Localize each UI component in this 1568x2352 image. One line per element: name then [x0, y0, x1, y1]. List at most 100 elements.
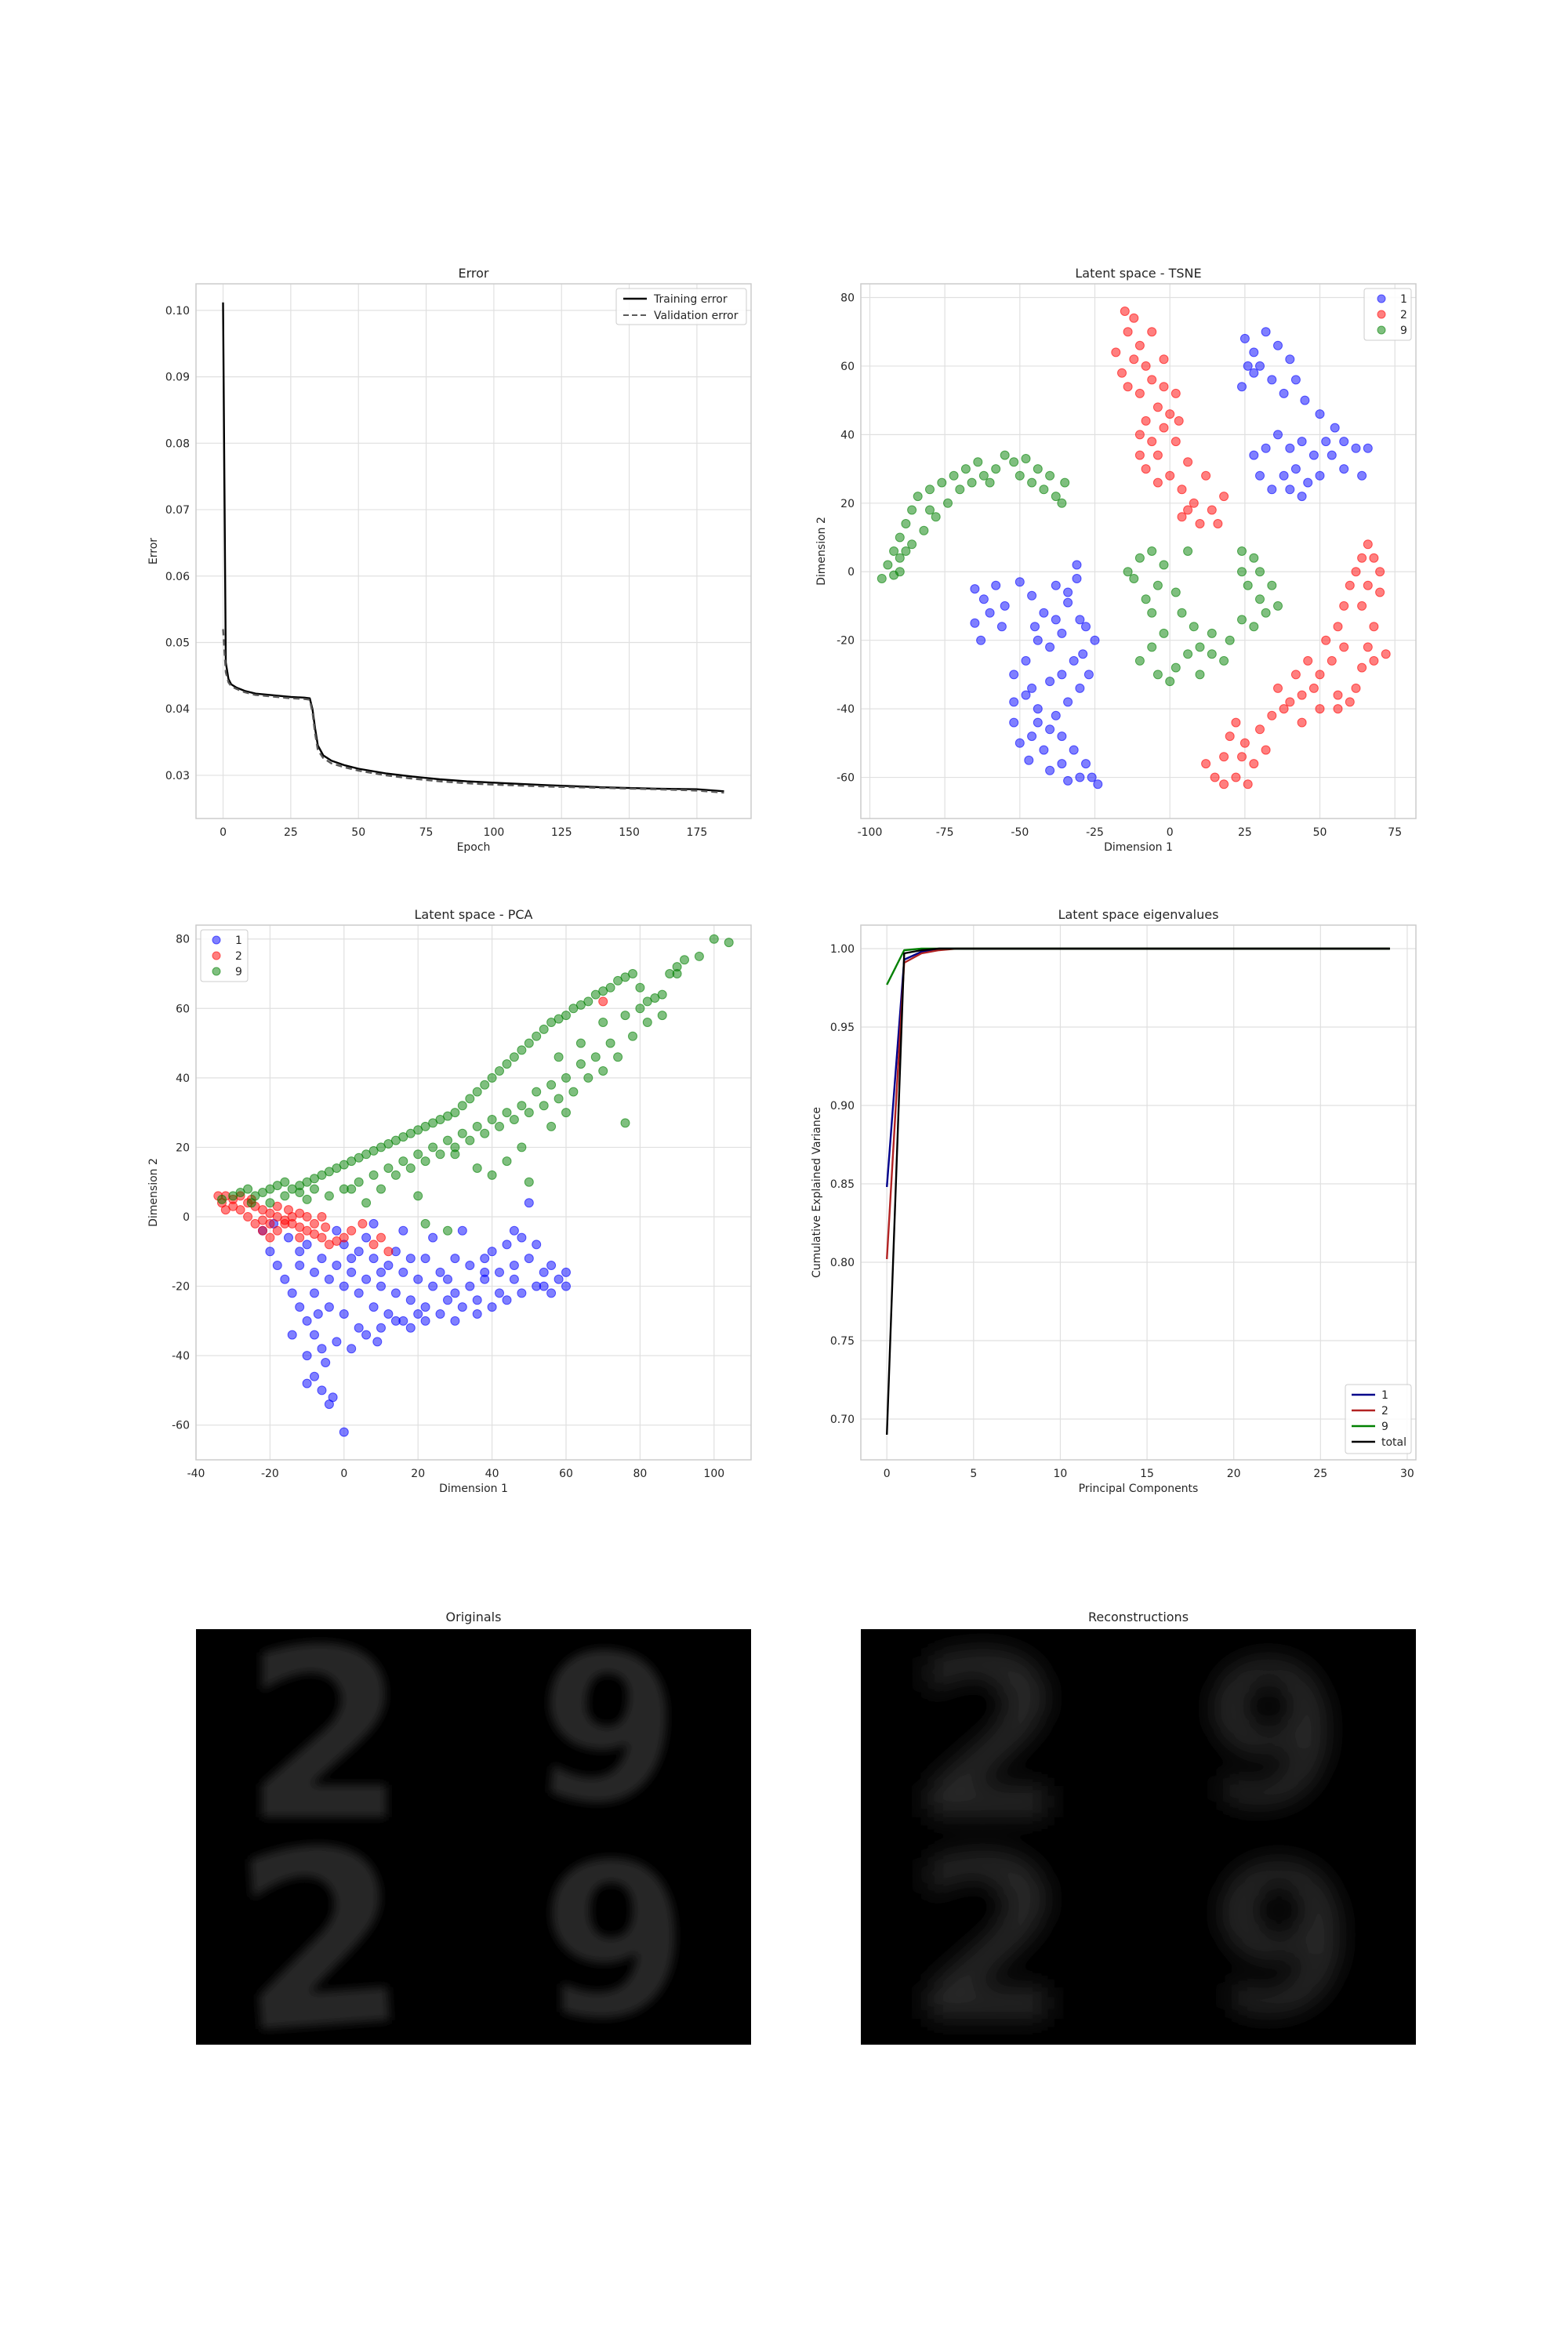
tsne-point-series-2 — [1060, 477, 1070, 488]
pca-point-series-0 — [295, 1302, 305, 1312]
pca-point-series-2 — [517, 1142, 527, 1152]
tsne-point-series-2 — [1123, 567, 1133, 577]
pca-y-axis-label: Dimension 2 — [147, 1158, 160, 1227]
tsne-point-series-0 — [1285, 485, 1295, 495]
pca-point-series-0 — [332, 1225, 342, 1236]
pca-point-series-2 — [517, 1045, 527, 1055]
tsne-point-series-2 — [901, 519, 911, 528]
originals-panel: Originals 2 9 2 9 — [196, 1610, 751, 2045]
tsne-point-series-0 — [970, 618, 980, 628]
pca-point-series-2 — [450, 1108, 460, 1118]
eigen-y-tick-label: 1.00 — [830, 943, 855, 956]
tsne-point-series-2 — [1159, 560, 1169, 570]
pca-point-series-1 — [321, 1222, 331, 1232]
reconstructions-title: Reconstructions — [1088, 1610, 1189, 1624]
tsne-point-series-0 — [976, 635, 986, 645]
tsne-point-series-2 — [943, 498, 953, 508]
tsne-point-series-1 — [1315, 670, 1325, 680]
tsne-point-series-1 — [1134, 450, 1145, 460]
tsne-point-series-1 — [1201, 759, 1211, 769]
pca-legend-marker-1 — [212, 935, 221, 945]
pca-point-series-0 — [413, 1309, 423, 1319]
eigen-x-tick-label: 10 — [1054, 1468, 1068, 1480]
tsne-point-series-1 — [1363, 539, 1373, 550]
pca-point-series-0 — [465, 1281, 475, 1291]
pca-point-series-0 — [450, 1254, 460, 1264]
pca-point-series-2 — [635, 982, 645, 993]
tsne-point-series-1 — [1363, 580, 1373, 590]
pca-point-series-2 — [517, 1101, 527, 1111]
tsne-point-series-2 — [985, 477, 995, 488]
eigen-y-tick-label: 0.80 — [830, 1257, 855, 1269]
tsne-point-series-1 — [1345, 580, 1355, 590]
tsne-point-series-1 — [1195, 519, 1205, 528]
tsne-point-series-0 — [1321, 437, 1331, 447]
pca-point-series-0 — [390, 1288, 401, 1298]
tsne-point-series-0 — [1027, 590, 1037, 601]
pca-point-series-2 — [546, 1080, 557, 1090]
tsne-point-series-1 — [1210, 772, 1220, 782]
tsne-point-series-2 — [1219, 655, 1229, 666]
pca-point-series-1 — [358, 1218, 368, 1229]
originals-image-background — [196, 1629, 751, 2045]
pca-point-series-2 — [324, 1191, 334, 1201]
pca-point-series-2 — [680, 955, 689, 965]
pca-point-series-2 — [310, 1184, 319, 1194]
tsne-point-series-0 — [1297, 492, 1307, 502]
tsne-point-series-0 — [1087, 772, 1097, 782]
tsne-point-series-1 — [1219, 752, 1229, 762]
tsne-point-series-2 — [1152, 580, 1163, 590]
tsne-point-series-1 — [1225, 731, 1235, 742]
tsne-point-series-0 — [1033, 717, 1043, 728]
pca-point-series-0 — [561, 1267, 571, 1277]
pca-point-series-2 — [605, 1038, 615, 1048]
tsne-point-series-0 — [1063, 775, 1073, 786]
tsne-point-series-0 — [970, 584, 980, 594]
pca-point-series-1 — [383, 1247, 394, 1257]
pca-point-series-2 — [420, 1156, 430, 1167]
error-y-tick-label: 0.04 — [165, 703, 190, 716]
pca-point-series-2 — [405, 1163, 416, 1173]
pca-point-series-1 — [317, 1212, 327, 1221]
pca-point-series-0 — [347, 1254, 357, 1264]
pca-point-series-0 — [405, 1295, 416, 1305]
tsne-point-series-1 — [1231, 717, 1241, 728]
pca-point-series-0 — [472, 1309, 482, 1319]
error-legend-box — [615, 288, 747, 325]
tsne-point-series-0 — [1083, 670, 1094, 680]
pca-point-series-0 — [265, 1247, 275, 1257]
tsne-point-series-1 — [1141, 361, 1151, 371]
tsne-point-series-1 — [1249, 759, 1259, 769]
pca-point-series-2 — [657, 989, 667, 1000]
pca-point-series-1 — [310, 1229, 319, 1240]
pca-point-series-0 — [539, 1281, 549, 1291]
reconstructions-digit-bottom-right: 9 — [1211, 1823, 1353, 2060]
tsne-point-series-2 — [1057, 498, 1067, 508]
error-x-tick-label: 0 — [220, 826, 227, 839]
tsne-point-series-2 — [1159, 628, 1169, 638]
tsne-point-series-0 — [1027, 731, 1037, 742]
tsne-point-series-0 — [1057, 628, 1067, 638]
tsne-x-axis-label: Dimension 1 — [1104, 841, 1173, 854]
pca-point-series-1 — [376, 1232, 386, 1243]
tsne-point-series-0 — [1363, 443, 1373, 453]
pca-point-series-2 — [265, 1198, 275, 1208]
tsne-point-series-0 — [1063, 597, 1073, 608]
pca-point-series-2 — [217, 1194, 227, 1204]
pca-point-series-0 — [509, 1274, 519, 1284]
tsne-point-series-2 — [955, 485, 965, 495]
pca-point-series-0 — [317, 1344, 327, 1354]
tsne-point-series-1 — [1255, 724, 1265, 735]
tsne-point-series-0 — [1285, 443, 1295, 453]
pca-point-series-2 — [694, 951, 704, 961]
error-y-tick-label: 0.09 — [165, 372, 190, 384]
tsne-point-series-0 — [1290, 464, 1301, 474]
tsne-point-series-2 — [1051, 492, 1061, 502]
tsne-y-tick-label: 0 — [848, 566, 855, 579]
pca-point-series-0 — [376, 1323, 386, 1333]
eigen-y-tick-label: 0.95 — [830, 1022, 855, 1034]
tsne-point-series-0 — [1249, 450, 1259, 460]
error-y-ticks: 0.03 0.04 0.05 0.06 0.07 0.08 0.09 0.10 — [165, 305, 190, 782]
eigen-series-line-1 — [886, 947, 1390, 1260]
error-x-tick-label: 150 — [619, 826, 640, 839]
